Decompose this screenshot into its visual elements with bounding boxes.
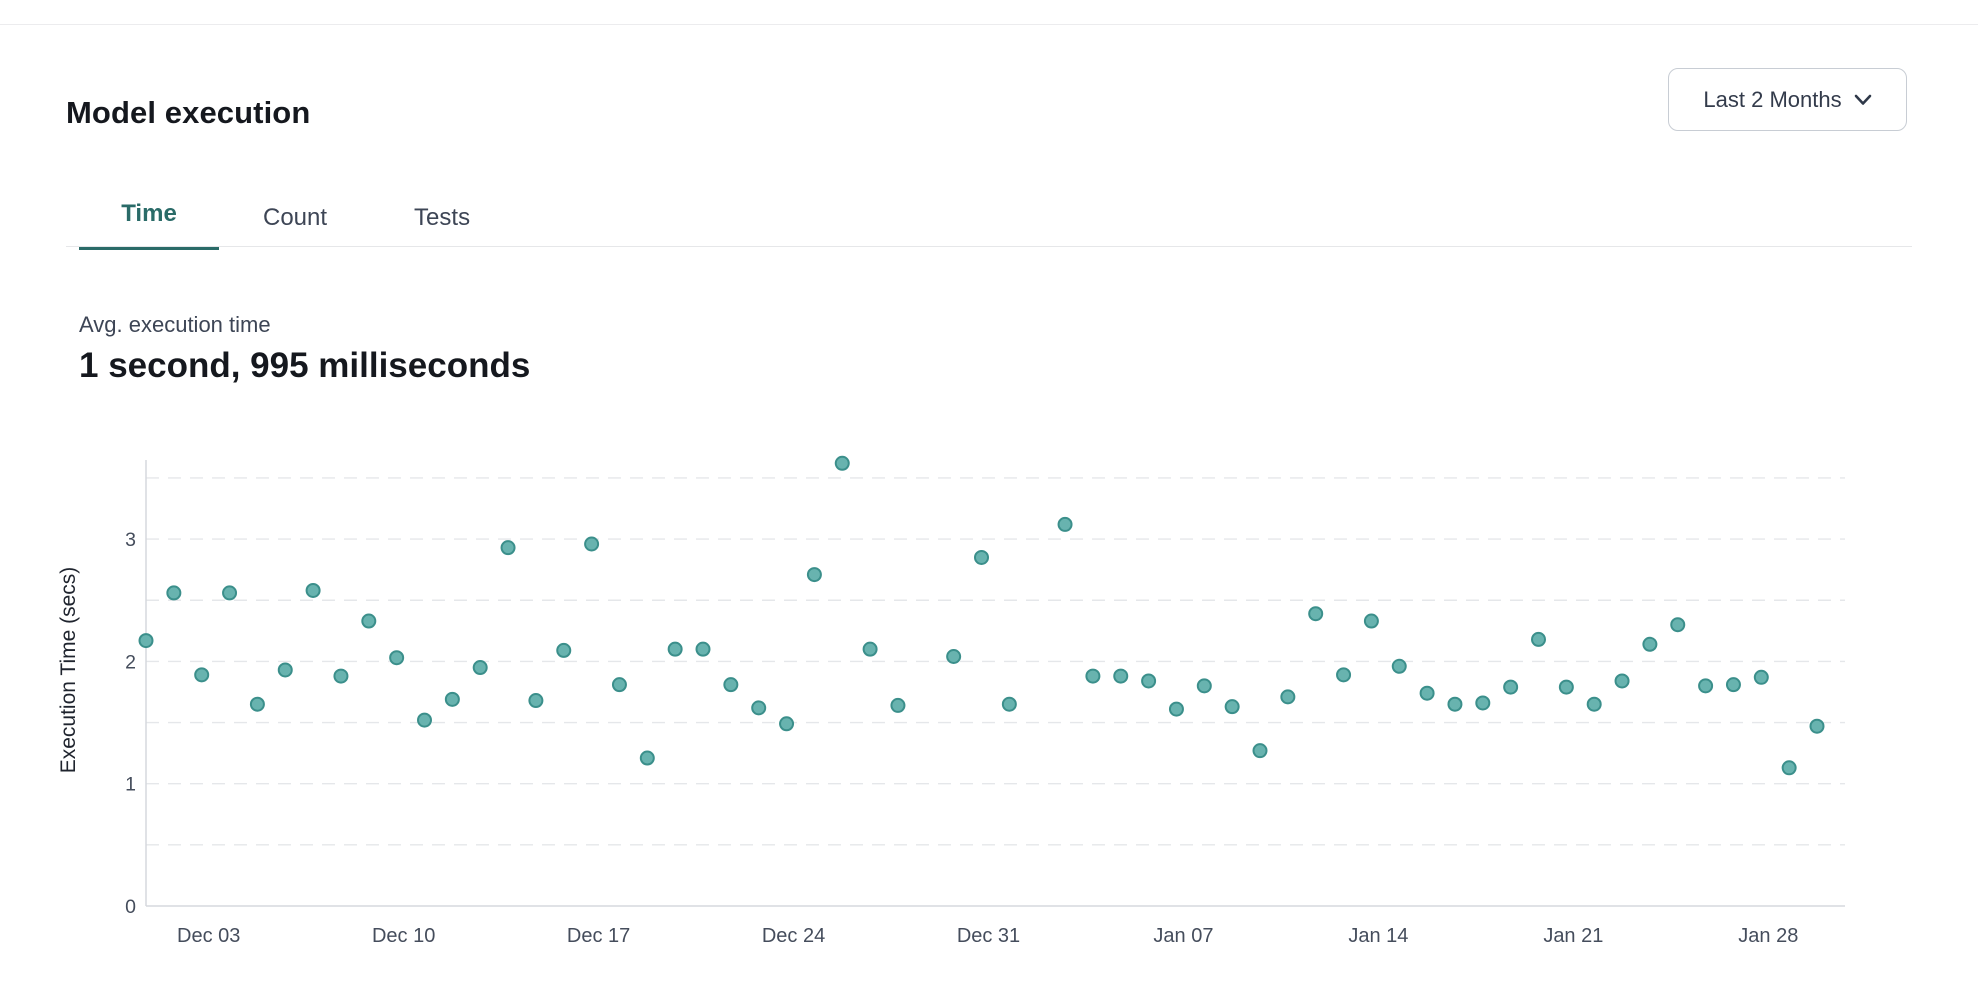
data-point[interactable] [1670, 617, 1686, 633]
data-point[interactable] [695, 641, 711, 657]
data-point[interactable] [222, 585, 238, 601]
data-point[interactable] [1336, 667, 1352, 683]
data-point[interactable] [1753, 669, 1769, 685]
data-point[interactable] [528, 693, 544, 709]
data-point[interactable] [500, 540, 516, 556]
data-point[interactable] [834, 455, 850, 471]
x-tick-label: Dec 10 [372, 925, 435, 947]
x-tick-label: Dec 31 [957, 925, 1020, 947]
data-point[interactable] [166, 585, 182, 601]
data-point[interactable] [1113, 668, 1129, 684]
chevron-down-icon [1854, 94, 1871, 105]
page-title: Model execution [66, 94, 311, 130]
data-point[interactable] [361, 613, 377, 629]
data-point[interactable] [946, 649, 962, 665]
data-point[interactable] [1391, 658, 1407, 674]
data-point[interactable] [1141, 673, 1157, 689]
data-point[interactable] [667, 641, 683, 657]
avg-execution-time-label: Avg. execution time [79, 312, 271, 337]
avg-execution-time-value: 1 second, 995 milliseconds [79, 346, 531, 385]
data-point[interactable] [417, 712, 432, 728]
x-tick-label: Jan 21 [1543, 925, 1603, 947]
x-tick-label: Dec 24 [762, 925, 825, 947]
x-tick-label: Jan 07 [1153, 925, 1213, 947]
data-point[interactable] [389, 650, 405, 666]
y-axis-title: Execution Time (secs) [57, 567, 80, 774]
y-tick-label: 3 [125, 529, 136, 551]
data-point[interactable] [1280, 689, 1296, 705]
date-range-selector[interactable]: Last 2 Months [1668, 68, 1907, 131]
data-point[interactable] [1363, 613, 1379, 629]
data-point[interactable] [556, 642, 572, 658]
data-point[interactable] [806, 567, 822, 583]
data-point[interactable] [1196, 678, 1212, 694]
tab-tests[interactable]: Tests [414, 204, 471, 231]
data-point[interactable] [1308, 606, 1324, 622]
data-point[interactable] [1781, 760, 1797, 776]
data-point[interactable] [277, 662, 293, 678]
data-point[interactable] [1558, 679, 1574, 695]
data-point[interactable] [1614, 673, 1630, 689]
data-point[interactable] [1642, 636, 1658, 652]
data-point[interactable] [1057, 516, 1073, 532]
data-point[interactable] [305, 582, 321, 598]
data-point[interactable] [639, 750, 655, 766]
data-point[interactable] [723, 677, 739, 693]
data-point[interactable] [974, 549, 989, 565]
data-point[interactable] [1698, 678, 1714, 694]
data-point[interactable] [1809, 718, 1825, 734]
data-point[interactable] [862, 641, 878, 657]
data-point[interactable] [890, 697, 906, 713]
data-point[interactable] [1001, 696, 1017, 712]
chart-tabs: Time Count Tests [79, 200, 470, 250]
data-point[interactable] [194, 667, 210, 683]
data-point[interactable] [1503, 679, 1519, 695]
data-point[interactable] [1419, 685, 1435, 701]
data-point[interactable] [1531, 631, 1546, 647]
top-divider [0, 24, 1978, 25]
data-point[interactable] [249, 696, 265, 712]
data-point[interactable] [1586, 696, 1602, 712]
data-point[interactable] [751, 700, 767, 716]
data-point[interactable] [1252, 743, 1268, 759]
x-tick-label: Jan 14 [1348, 925, 1408, 947]
data-point[interactable] [1725, 677, 1741, 693]
y-tick-label: 0 [125, 896, 136, 918]
data-point[interactable] [1475, 695, 1491, 711]
tabs-divider [66, 246, 1912, 247]
data-point[interactable] [472, 660, 488, 676]
date-range-label: Last 2 Months [1703, 86, 1842, 112]
data-point[interactable] [444, 691, 460, 707]
x-tick-label: Dec 17 [567, 925, 630, 947]
data-point[interactable] [1168, 701, 1184, 717]
x-tick-label: Dec 03 [177, 925, 240, 947]
data-point[interactable] [1224, 699, 1240, 715]
data-point[interactable] [611, 677, 627, 693]
data-point[interactable] [779, 716, 795, 732]
y-tick-label: 2 [125, 651, 136, 673]
data-point[interactable] [138, 633, 154, 649]
data-point[interactable] [333, 668, 349, 684]
x-tick-label: Jan 28 [1738, 925, 1798, 947]
tab-count[interactable]: Count [263, 204, 328, 231]
data-point[interactable] [584, 536, 600, 552]
tab-time[interactable]: Time [79, 200, 219, 250]
y-tick-label: 1 [125, 774, 136, 796]
data-point[interactable] [1447, 696, 1463, 712]
data-point[interactable] [1085, 668, 1101, 684]
